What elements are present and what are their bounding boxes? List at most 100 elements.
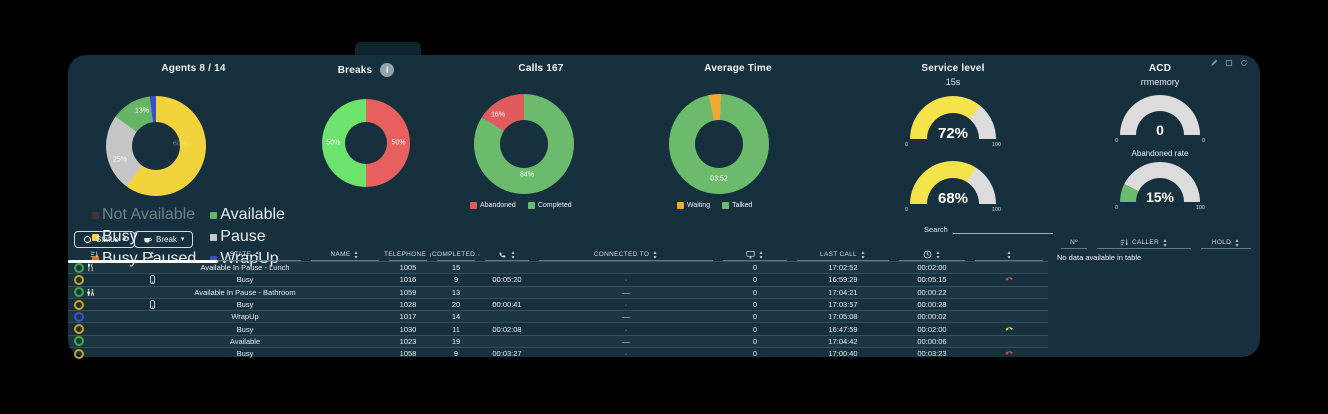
status-ring <box>74 324 84 335</box>
cell-connected: · <box>624 324 628 334</box>
gauge-value: 15% <box>1145 189 1175 203</box>
cell-elapsed: 00:00:22 <box>917 287 947 297</box>
calls-chart-block: Calls 167 16% 84% Abandoned Completed <box>466 63 616 209</box>
slice-label: 13% <box>134 107 150 115</box>
status-filter-label: Status <box>96 235 119 244</box>
cell-hangup <box>970 323 1048 334</box>
edit-icon[interactable] <box>1210 59 1218 67</box>
column-header-completed[interactable]: COMPLETED <box>432 248 480 261</box>
column-header-last-call[interactable]: LAST CALL <box>792 248 894 261</box>
sort-icon <box>758 250 764 259</box>
search-input[interactable] <box>952 222 1053 234</box>
hangup-phone-icon[interactable] <box>1005 275 1014 284</box>
agents-chart-block: Agents 8 / 14 13% 25% 60% Not Available … <box>76 63 311 268</box>
fullscreen-icon[interactable] <box>1225 59 1233 67</box>
cell-connected: — <box>622 312 630 322</box>
hangup-phone-icon[interactable] <box>1005 349 1014 358</box>
column-header-caller[interactable]: CALLER <box>1092 236 1196 249</box>
gauge-min: 0 <box>905 207 909 213</box>
column-header-monitor[interactable] <box>718 248 792 261</box>
gauge-min: 0 <box>1115 138 1119 144</box>
column-header-clock[interactable] <box>894 248 970 261</box>
panel-toolbar <box>1210 59 1248 67</box>
sort-icon <box>1234 238 1240 247</box>
legend-item-not-available[interactable]: Not Available <box>92 206 196 224</box>
service-level-gauge-2: 68% <box>910 161 996 205</box>
legend-item-busy[interactable]: Busy <box>92 228 196 246</box>
cell-device <box>120 336 184 347</box>
service-level-block: Service level 15s 72% 0 100 68% 0 100 <box>878 63 1028 213</box>
table-row[interactable]: WrapUp 1017 14 — 0 17:05:08 00:00:02 <box>68 310 1048 322</box>
agents-table-body: Available In Pause - Lunch 1005 15 0 17:02:5… <box>68 261 1048 359</box>
status-filter-button[interactable]: Status ▾ <box>74 231 136 248</box>
legend-label: Pause <box>220 228 266 245</box>
cell-state: Available In Pause - Lunch <box>200 263 290 273</box>
cell-device <box>120 311 184 322</box>
cell-monitor: 0 <box>752 349 758 359</box>
break-filter-button[interactable]: Break ▾ <box>134 231 194 248</box>
average-time-chart-title: Average Time <box>704 63 772 74</box>
average-time-legend: Waiting Talked <box>677 202 813 209</box>
sort-amount-icon <box>90 250 99 259</box>
sort-icon <box>860 250 866 259</box>
legend-item-wrapup[interactable]: WrapUp <box>210 250 285 268</box>
refresh-icon[interactable] <box>1240 59 1248 67</box>
hangup-phone-icon[interactable] <box>1005 325 1014 334</box>
column-header-hold[interactable]: HOLD <box>1196 236 1256 249</box>
column-label: Nº <box>1070 239 1078 246</box>
cell-last-call: 17:04:21 <box>828 287 858 297</box>
legend-item-waiting[interactable]: Waiting <box>677 202 710 209</box>
column-label: COMPLETED <box>432 251 476 258</box>
table-row[interactable]: Available 1023 19 — 0 17:04:42 00:00:06 <box>68 334 1048 347</box>
cell-telephone: 1016 <box>399 275 417 285</box>
table-row[interactable]: Available In Pause - Lunch 1005 15 0 17:02:5… <box>68 261 1048 273</box>
legend-swatch <box>722 202 730 209</box>
sort-icon <box>254 250 260 259</box>
cell-telephone: 1023 <box>399 336 417 346</box>
column-header-connected-to[interactable]: CONNECTED TO <box>534 248 718 261</box>
abandoned-rate-label: Abandoned rate <box>1131 149 1189 158</box>
table-row[interactable]: Busy 1016 9 00:05:20 · 0 16:59:29 00:05:15 <box>68 273 1048 285</box>
legend-item-available[interactable]: Available <box>210 206 285 224</box>
column-label: CALLER <box>1131 239 1160 246</box>
legend-item-abandoned[interactable]: Abandoned <box>470 202 516 209</box>
table-row[interactable]: Available In Pause - Bathroom 1059 13 — 0 17:… <box>68 285 1048 298</box>
slice-label: 50% <box>326 139 341 147</box>
calls-legend: Abandoned Completed <box>470 202 616 209</box>
cell-connected: — <box>622 287 630 297</box>
gauge-max: 0 <box>1201 138 1205 144</box>
cell-hangup <box>970 336 1048 347</box>
table-row[interactable]: Busy 1030 11 00:02:08 · 0 16:47:59 00:02:00 <box>68 322 1048 335</box>
legend-item-talked[interactable]: Talked <box>722 202 752 209</box>
dashboard-panel: Agents 8 / 14 13% 25% 60% Not Available … <box>68 55 1260 359</box>
column-header-phone[interactable] <box>480 248 534 261</box>
table-row[interactable]: Busy 1028 20 00:00:41 · 0 17:03:57 00:00:28 <box>68 297 1048 310</box>
gauge-max: 100 <box>1195 205 1205 211</box>
cell-state: WrapUp <box>231 312 259 322</box>
legend-swatch <box>527 202 535 209</box>
legend-item-completed[interactable]: Completed <box>527 202 572 209</box>
sort-icon <box>478 251 480 259</box>
table-scrollbar[interactable] <box>68 260 218 263</box>
column-header-col11[interactable] <box>970 248 1048 261</box>
acd-block: ACD rrmemory 0 0 0 Abandoned rate 15% 0 … <box>1078 63 1242 211</box>
legend-swatch <box>92 233 99 241</box>
column-header-state[interactable]: STATE <box>184 248 306 261</box>
info-button[interactable]: i <box>380 63 395 77</box>
column-header-name[interactable]: NAME <box>306 248 384 261</box>
gauge-value: 0 <box>1156 122 1164 136</box>
legend-item-pause[interactable]: Pause <box>210 228 285 246</box>
cell-elapsed: 00:00:06 <box>917 336 947 346</box>
column-header-number[interactable]: Nº <box>1056 236 1092 249</box>
status-ring <box>74 287 84 298</box>
cell-hangup <box>970 311 1048 322</box>
service-level-title: Service level <box>921 63 985 74</box>
table-row[interactable]: Busy 1058 9 00:03:27 · 0 17:00:40 00:03:23 <box>68 347 1048 359</box>
cell-call-time <box>480 311 534 322</box>
slice-label: 03:52 <box>710 175 728 183</box>
legend-label: Busy <box>102 228 138 245</box>
gauge-value: 72% <box>937 125 969 140</box>
cell-monitor: 0 <box>752 300 758 310</box>
empty-table-message: No data available in table <box>1057 253 1142 262</box>
column-header-telephone[interactable]: TELEPHONE <box>384 248 432 261</box>
